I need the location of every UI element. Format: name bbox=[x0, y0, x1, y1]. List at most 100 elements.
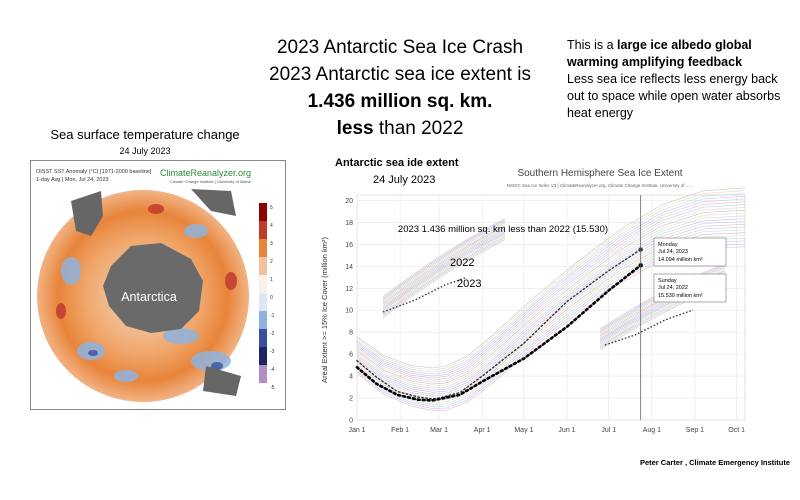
sst-map-title: OISST SST Anomaly (°C) [1971-2000 baseli… bbox=[36, 169, 152, 175]
axis-layer: 0 2 4 6 8 10 12 14 16 18 20 Jan 1 Feb 1 Mar 1 Apr 1 May… bbox=[345, 198, 745, 434]
x-tick-label: Sep 1 bbox=[686, 427, 704, 434]
tooltip-2022-date: Jul 24, 2022 bbox=[658, 285, 688, 291]
sst-colorbar bbox=[259, 203, 267, 383]
title-than-2022: than 2022 bbox=[373, 118, 464, 139]
x-tick-label: Apr 1 bbox=[474, 427, 491, 434]
climate-reanalyzer-logo: ClimateReanalyzer.org bbox=[160, 168, 251, 178]
colorbar-tick-label: -2 bbox=[270, 331, 275, 337]
historical-year-line bbox=[356, 215, 746, 389]
inset-left-line bbox=[382, 233, 506, 313]
colorbar-ticks: 5 4 3 2 1 0 -1 -2 -3 -4 -5 bbox=[270, 205, 275, 391]
y-tick-label: 16 bbox=[345, 242, 353, 249]
tooltip-2022-day: Sunday bbox=[658, 278, 677, 284]
x-tick-label: May 1 bbox=[514, 427, 533, 434]
inset-left-line bbox=[382, 236, 506, 316]
historical-year-line bbox=[356, 218, 746, 391]
colorbar-tick-label: -4 bbox=[270, 367, 275, 373]
historical-year-line bbox=[356, 209, 746, 385]
tooltip-2023: Monday Jul 24, 2023 14.094 million km² bbox=[653, 237, 727, 267]
historical-year-line bbox=[356, 198, 746, 377]
historical-year-line bbox=[356, 201, 746, 379]
colorbar-tick-label: 2 bbox=[270, 259, 273, 265]
y-axis-label: Areal Extent >= 15% Ice Cover (million k… bbox=[320, 237, 329, 383]
y-tick-label: 18 bbox=[345, 220, 353, 227]
chart-overlay-date: 24 July 2023 bbox=[373, 174, 435, 186]
colorbar-tick-label: 5 bbox=[270, 205, 273, 211]
y-tick-label: 2 bbox=[349, 396, 353, 403]
x-tick-label: Feb 1 bbox=[391, 427, 409, 434]
inset-left-line bbox=[382, 238, 506, 317]
climate-reanalyzer-sub: Climate Change Institute | University of… bbox=[170, 179, 252, 184]
sst-date: 24 July 2023 bbox=[119, 146, 171, 156]
tooltip-2023-value: 14.094 million km² bbox=[658, 257, 703, 263]
y-tick-label: 8 bbox=[349, 330, 353, 337]
y-tick-label: 20 bbox=[345, 198, 353, 205]
inset-left-line bbox=[382, 225, 506, 305]
inset-left-line bbox=[382, 235, 506, 314]
tooltip-2022-value: 15.530 million km² bbox=[658, 293, 703, 299]
label-2023: 2023 bbox=[457, 278, 481, 290]
x-tick-label: Jul 1 bbox=[601, 427, 616, 434]
title-line-4: less than 2022 bbox=[240, 115, 560, 142]
albedo-note-bold: large ice albedo global warming amplifyi… bbox=[567, 38, 752, 69]
inset-left-line bbox=[382, 219, 506, 299]
y-tick-label: 10 bbox=[345, 308, 353, 315]
colorbar-tick-label: 3 bbox=[270, 241, 273, 247]
historical-year-line bbox=[356, 190, 746, 371]
chart-overlay-note: 2023 1.436 million sq. km less than 2022… bbox=[398, 224, 608, 235]
historical-year-line bbox=[356, 204, 746, 381]
inset-left-line bbox=[382, 221, 506, 300]
colorbar-tick-label: -1 bbox=[270, 313, 275, 319]
inset-left-line bbox=[382, 231, 506, 310]
chart-subtitle: NSIDC Sea Ice Index V3 | ClimateReanalyz… bbox=[507, 183, 694, 188]
colorbar-tick-label: -3 bbox=[270, 349, 275, 355]
y-tick-label: 6 bbox=[349, 352, 353, 359]
x-tick-label: Mar 1 bbox=[430, 427, 448, 434]
africa-land bbox=[191, 189, 236, 216]
sst-map-subtitle: 1-day Avg | Mon, Jul 24, 2023 bbox=[36, 177, 109, 183]
main-title-block: 2023 Antarctic Sea Ice Crash 2023 Antarc… bbox=[240, 34, 560, 142]
inset-left-line bbox=[382, 228, 506, 307]
sst-map-svg: OISST SST Anomaly (°C) [1971-2000 baseli… bbox=[36, 168, 275, 402]
sst-heading: Sea surface temperature change bbox=[50, 127, 240, 142]
inset-left-line bbox=[382, 229, 506, 309]
sst-map-panel: OISST SST Anomaly (°C) [1971-2000 baseli… bbox=[30, 160, 286, 410]
antarctica-land bbox=[103, 243, 203, 333]
historical-year-line bbox=[356, 221, 746, 393]
sea-ice-chart-panel: Antarctic sea ide extent 24 July 2023 So… bbox=[315, 150, 755, 440]
colorbar-tick-label: 0 bbox=[270, 295, 273, 301]
chart-title: Southern Hemisphere Sea Ice Extent bbox=[517, 168, 682, 179]
title-line-1: 2023 Antarctic Sea Ice Crash bbox=[276, 37, 524, 58]
x-tick-label: Oct 1 bbox=[728, 427, 745, 434]
tooltip-2023-date: Jul 24, 2023 bbox=[658, 249, 688, 255]
historical-year-line bbox=[356, 207, 746, 383]
inset-left-line bbox=[382, 218, 506, 298]
albedo-note: This is a large ice albedo global warmin… bbox=[567, 37, 797, 122]
y-tick-label: 14 bbox=[345, 264, 353, 271]
historical-year-line bbox=[356, 187, 746, 369]
antarctica-label: Antarctica bbox=[121, 290, 177, 304]
inset-left-line bbox=[382, 222, 506, 302]
inset-left-line bbox=[382, 232, 506, 312]
y-tick-label: 0 bbox=[349, 418, 353, 425]
title-less: less bbox=[336, 118, 374, 139]
inset-left-2023-dots bbox=[382, 277, 466, 313]
title-line-3: 1.436 million sq. km. bbox=[307, 91, 493, 112]
credit-text: Peter Carter , Climate Emergency Institu… bbox=[639, 458, 790, 467]
y-tick-label: 12 bbox=[345, 286, 353, 293]
x-tick-label: Jun 1 bbox=[558, 427, 575, 434]
x-tick-label: Jan 1 bbox=[348, 427, 365, 434]
title-line-2: 2023 Antarctic sea ice extent is bbox=[269, 64, 531, 85]
albedo-note-intro: This is a bbox=[567, 38, 618, 52]
colorbar-tick-label: 4 bbox=[270, 223, 273, 229]
colorbar-tick-label: 1 bbox=[270, 277, 273, 283]
cool-anomaly-patches bbox=[61, 224, 231, 382]
sea-ice-chart: Antarctic sea ide extent 24 July 2023 So… bbox=[320, 157, 746, 434]
south-america-land bbox=[71, 191, 103, 236]
inset-left-line bbox=[382, 226, 506, 306]
inset-left-line bbox=[382, 224, 506, 303]
y-tick-label: 4 bbox=[349, 374, 353, 381]
label-2022: 2022 bbox=[450, 257, 474, 269]
australia-land bbox=[203, 366, 241, 396]
hot-anomaly-patches bbox=[56, 204, 237, 319]
